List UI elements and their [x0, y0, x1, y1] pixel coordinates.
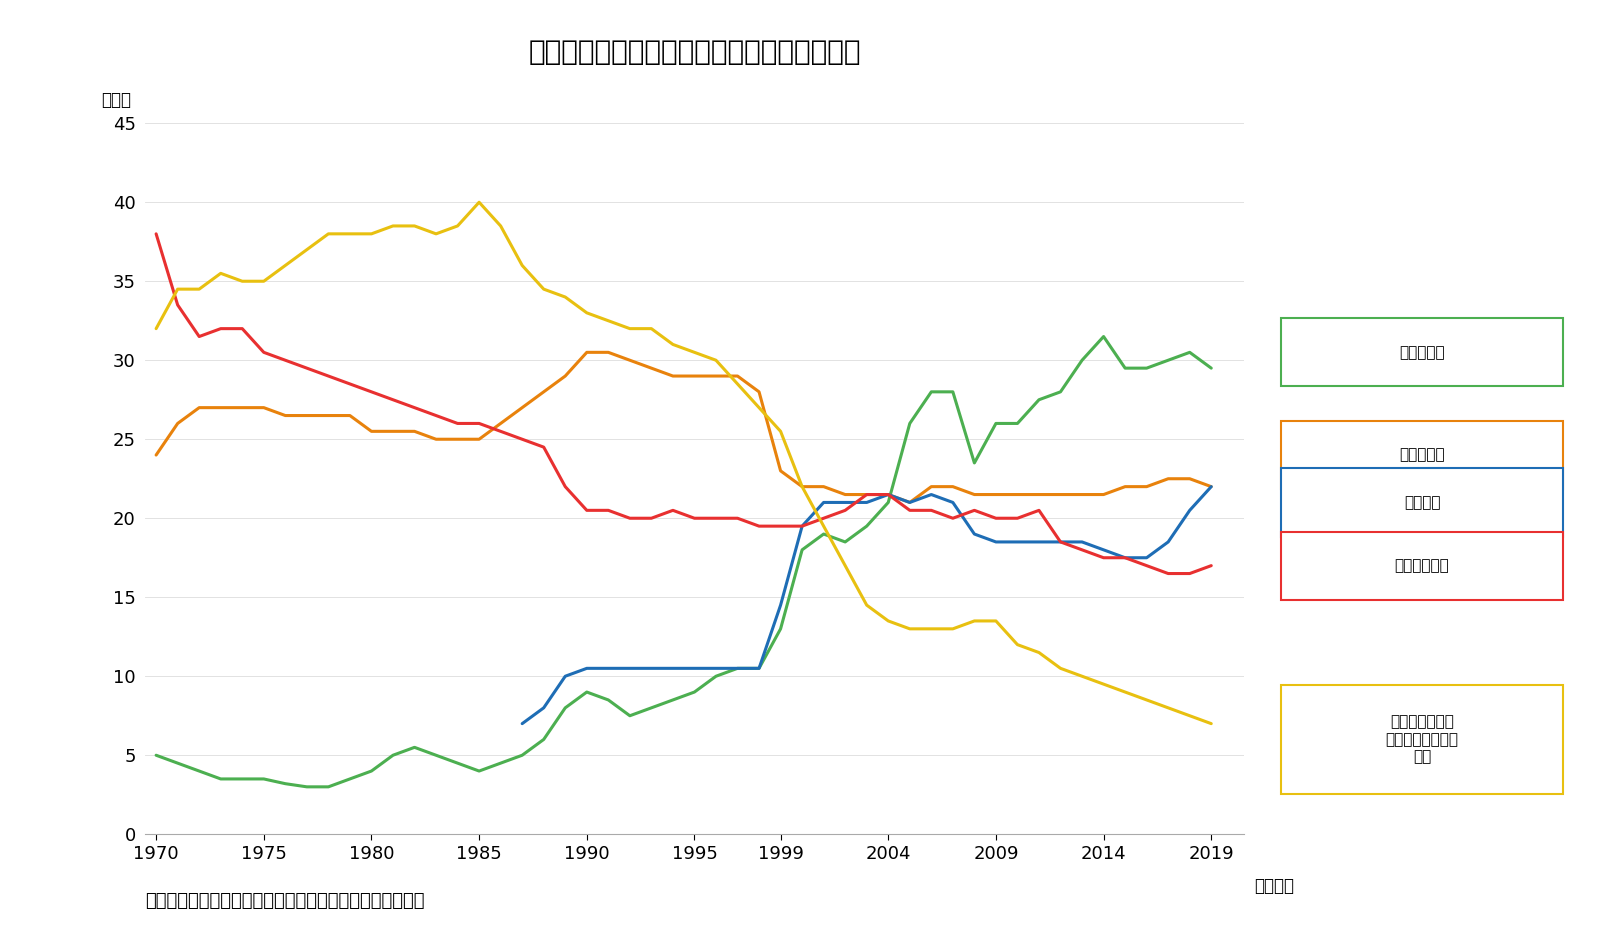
Text: 個人・その他: 個人・その他	[1394, 558, 1448, 574]
Text: 外国法人等: 外国法人等	[1398, 345, 1445, 360]
Text: （年度）: （年度）	[1254, 877, 1294, 895]
Text: 図表１　主要投賄部門別株式保有比率の推移: 図表１ 主要投賄部門別株式保有比率の推移	[528, 38, 860, 66]
Text: （％）: （％）	[102, 91, 131, 109]
Text: 信託銀行: 信託銀行	[1403, 495, 1440, 510]
Text: （資料）　東京証券取引所「株式分布状況調査」から作成: （資料） 東京証券取引所「株式分布状況調査」から作成	[145, 892, 424, 910]
Text: 事業法人等: 事業法人等	[1398, 447, 1445, 463]
Text: 都銀・地銀等、
生・損保、その他
金融: 都銀・地銀等、 生・損保、その他 金融	[1385, 715, 1457, 764]
